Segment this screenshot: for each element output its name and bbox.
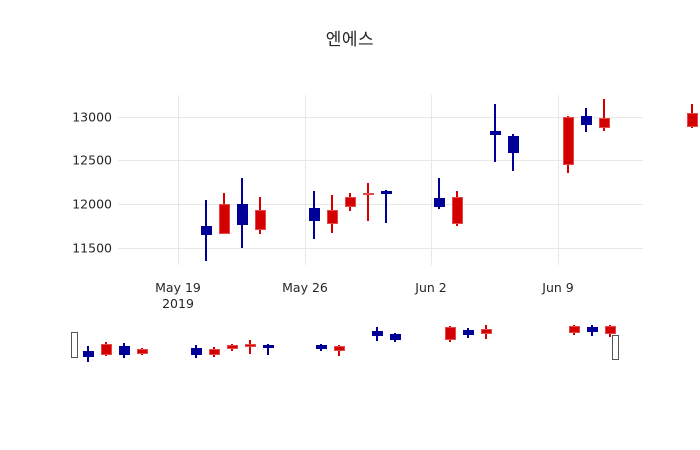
candlestick-body <box>309 208 320 222</box>
volume-candlestick-body <box>372 331 383 336</box>
volume-candlestick-body <box>209 349 220 355</box>
candlestick-wick <box>385 190 387 224</box>
candlestick-wick <box>603 99 605 131</box>
gridline-horizontal <box>118 160 643 162</box>
candlestick-body <box>381 190 392 195</box>
volume-candlestick-body <box>101 344 112 355</box>
candlestick-body <box>490 130 501 136</box>
y-axis-tick-label: 11500 <box>72 240 112 256</box>
x-axis-tick-label: Jun 9 <box>542 280 574 295</box>
volume-candlestick-wick <box>249 340 251 354</box>
candlestick-body <box>219 203 230 235</box>
volume-candlestick-body <box>334 346 345 351</box>
candlestick-body <box>327 210 338 224</box>
volume-candlestick-body <box>71 332 78 358</box>
candlestick-body <box>687 113 698 128</box>
volume-candlestick-body <box>263 345 274 348</box>
candlestick-body <box>599 117 610 129</box>
gridline-vertical <box>431 95 432 265</box>
volume-candlestick-body <box>245 344 256 347</box>
volume-candlestick-body <box>463 330 474 335</box>
candlestick-body <box>508 135 519 154</box>
volume-candlestick-body <box>191 348 202 355</box>
x-axis-tick-label: May 26 <box>282 280 328 295</box>
x-axis-tick-labels: May 19 2019 May 26 Jun 2 Jun 9 <box>0 280 700 316</box>
y-axis-tick-label: 12000 <box>72 196 112 212</box>
x-axis-tick-label: May 19 2019 <box>155 280 201 311</box>
volume-candlestick-body <box>445 327 456 340</box>
volume-candlestick-body <box>605 326 616 334</box>
candlestick-wick <box>438 177 440 210</box>
gridline-vertical <box>305 95 306 265</box>
volume-candlestick-body <box>569 326 580 333</box>
volume-plot-area <box>0 318 700 388</box>
candlestick-body <box>363 192 374 196</box>
volume-candlestick-body <box>612 335 619 360</box>
candlestick-body <box>201 225 212 236</box>
volume-candlestick-body <box>587 327 598 332</box>
gridline-vertical <box>558 95 559 265</box>
candlestick-body <box>345 197 356 207</box>
gridline-horizontal <box>118 116 643 118</box>
candlestick-body <box>563 116 574 165</box>
gridline-horizontal <box>118 203 643 205</box>
volume-candlestick-body <box>390 334 401 340</box>
price-plot-area <box>118 95 698 265</box>
candlestick-body <box>452 197 463 225</box>
volume-candlestick-body <box>137 349 148 354</box>
candlestick-body <box>434 197 445 207</box>
volume-candlestick-body <box>119 346 130 355</box>
volume-candlestick-body <box>481 329 492 334</box>
candlestick-body <box>237 203 248 225</box>
page-title: 엔에스 <box>325 30 375 50</box>
gridline-vertical <box>178 95 179 265</box>
y-axis-tick-labels: 11500 12000 12500 13000 <box>36 95 112 265</box>
y-axis-tick-label: 12500 <box>72 152 112 168</box>
gridline-horizontal <box>118 247 643 249</box>
candlestick-wick <box>367 183 369 222</box>
y-axis-tick-label: 13000 <box>72 109 112 125</box>
candlestick-body <box>255 210 266 231</box>
volume-candlestick-body <box>83 351 94 357</box>
candlestick-body <box>581 115 592 125</box>
volume-candlestick-body <box>316 345 327 349</box>
volume-candlestick-wick <box>267 344 269 355</box>
x-axis-tick-label: Jun 2 <box>415 280 447 295</box>
volume-candlestick-body <box>227 345 238 349</box>
